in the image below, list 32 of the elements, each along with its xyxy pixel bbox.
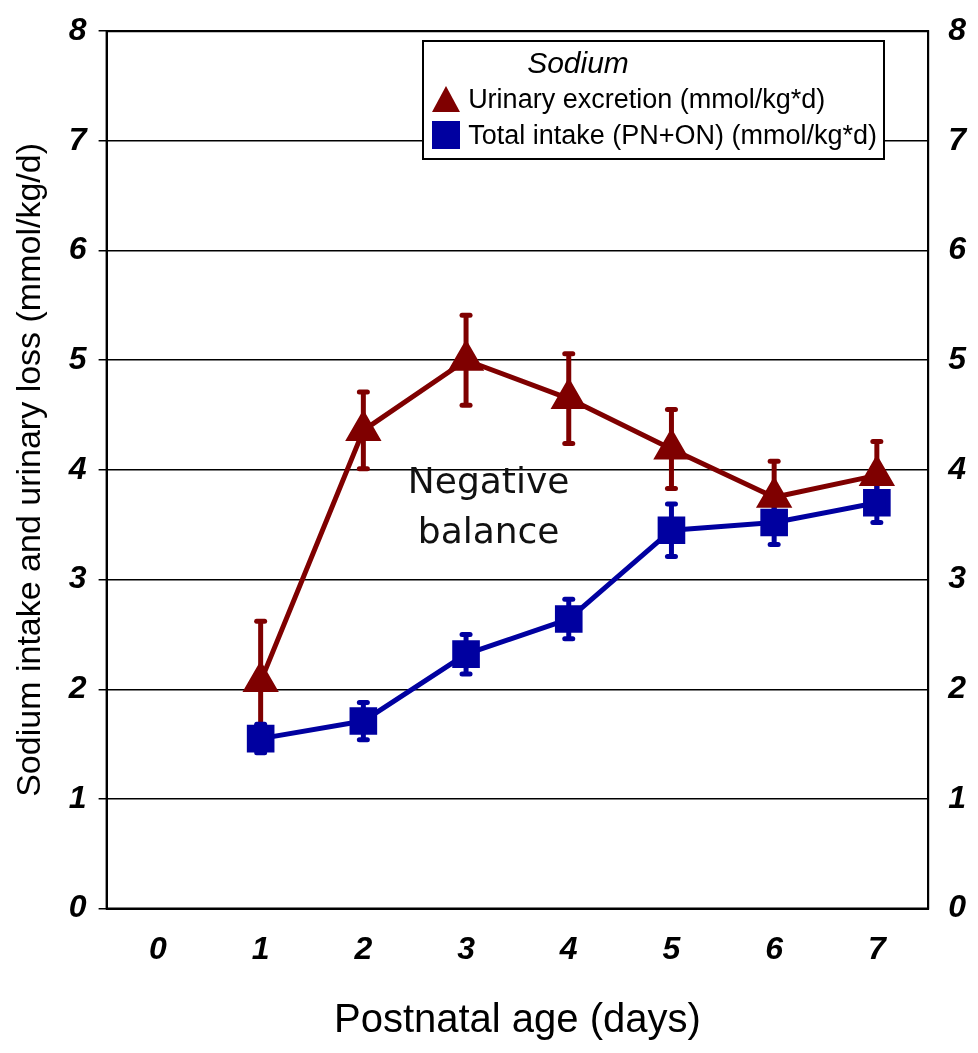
y-tick-label: 6	[68, 230, 87, 267]
x-tick-label: 1	[251, 929, 270, 966]
y-tick-label: 8	[68, 11, 87, 48]
x-tick-label: 4	[558, 929, 578, 966]
x-tick-label: 2	[353, 929, 373, 966]
legend-label: Urinary excretion (mmol/kg*d)	[468, 83, 826, 114]
y2-tick-label: 6	[948, 230, 967, 267]
y2-tick-label: 4	[947, 449, 967, 486]
y2-tick-label: 7	[948, 120, 969, 157]
y2-tick-label: 8	[948, 11, 967, 48]
x-tick-label: 7	[867, 929, 888, 966]
y-tick-label: 7	[68, 120, 89, 157]
y-tick-label: 2	[67, 669, 87, 706]
y2-tick-label: 0	[948, 888, 967, 925]
y2-tick-label: 1	[948, 778, 966, 815]
y-tick-label: 3	[68, 559, 87, 596]
y2-tick-label: 3	[948, 559, 967, 596]
x-axis-title: Postnatal age (days)	[333, 996, 701, 1041]
annotation: Negative balance	[407, 459, 570, 551]
x-tick-label: 0	[149, 929, 168, 966]
y-tick-label: 1	[68, 778, 87, 815]
y-tick-label: 5	[68, 340, 88, 377]
legend-title: Sodium	[527, 46, 630, 80]
x-tick-label: 3	[457, 929, 476, 966]
y-axis-title: Sodium intake and urinary loss (mmol/kg/d)	[8, 142, 47, 797]
y2-tick-label: 5	[948, 340, 968, 377]
legend-label: Total intake (PN+ON) (mmol/kg*d)	[468, 119, 877, 150]
x-tick-label: 5	[662, 929, 682, 966]
y-tick-label: 0	[68, 888, 87, 925]
y-tick-label: 4	[67, 449, 87, 486]
y2-tick-label: 2	[947, 669, 967, 706]
x-tick-label: 6	[765, 929, 784, 966]
